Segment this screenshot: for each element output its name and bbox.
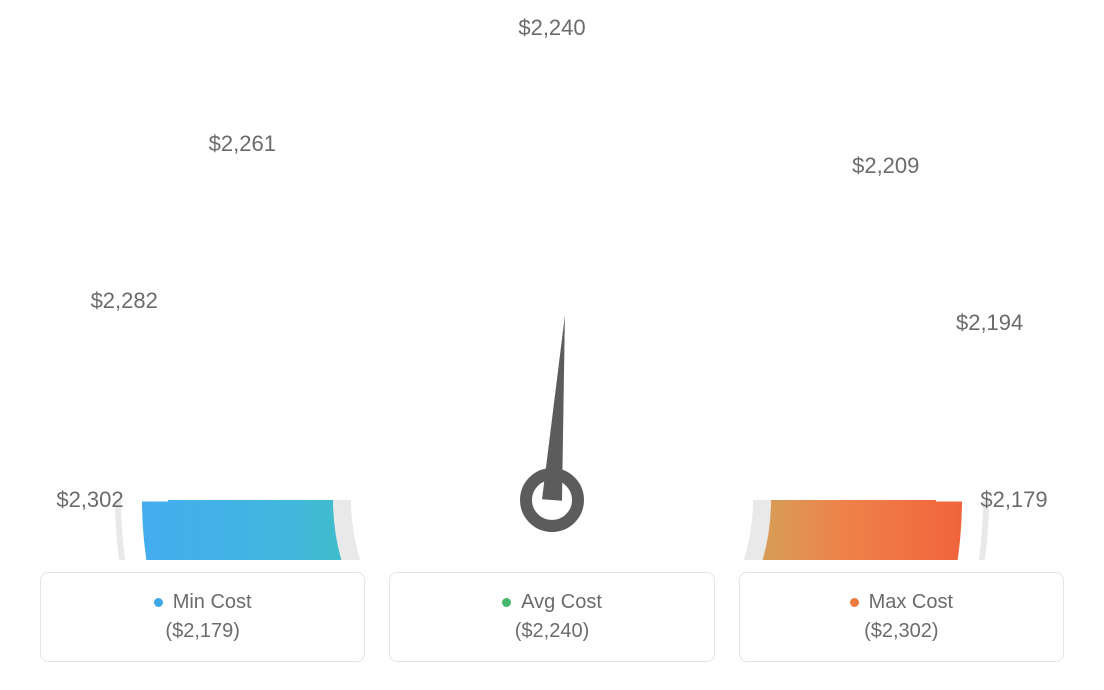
gauge-tick-label: $2,302 bbox=[56, 487, 123, 513]
gauge-tick-label: $2,209 bbox=[852, 153, 919, 179]
min-dot-icon bbox=[154, 598, 163, 607]
min-cost-card: Min Cost ($2,179) bbox=[40, 572, 365, 662]
gauge-area: $2,179 $2,194 $2,209 $2,240 $2,261 $2,282 $2,3… bbox=[0, 0, 1104, 560]
min-cost-value: ($2,179) bbox=[165, 620, 240, 643]
gauge-tick-label: $2,194 bbox=[956, 310, 1023, 336]
gauge-svg bbox=[22, 0, 1082, 560]
max-cost-label: Max Cost bbox=[869, 591, 953, 614]
gauge-tick-label: $2,240 bbox=[518, 15, 585, 41]
avg-cost-label: Avg Cost bbox=[521, 591, 602, 614]
avg-cost-head: Avg Cost bbox=[502, 591, 602, 614]
min-cost-head: Min Cost bbox=[154, 591, 252, 614]
max-cost-head: Max Cost bbox=[850, 591, 953, 614]
gauge-tick-label: $2,282 bbox=[91, 288, 158, 314]
max-cost-card: Max Cost ($2,302) bbox=[739, 572, 1064, 662]
gauge-tick-label: $2,261 bbox=[209, 131, 276, 157]
max-dot-icon bbox=[850, 598, 859, 607]
legend-cards: Min Cost ($2,179) Avg Cost ($2,240) Max … bbox=[0, 572, 1104, 662]
avg-dot-icon bbox=[502, 598, 511, 607]
avg-cost-value: ($2,240) bbox=[515, 620, 590, 643]
max-cost-value: ($2,302) bbox=[864, 620, 939, 643]
gauge-tick-label: $2,179 bbox=[980, 487, 1047, 513]
gauge-chart-container: { "gauge": { "type": "gauge", "min": 217… bbox=[0, 0, 1104, 690]
avg-cost-card: Avg Cost ($2,240) bbox=[389, 572, 714, 662]
min-cost-label: Min Cost bbox=[173, 591, 252, 614]
